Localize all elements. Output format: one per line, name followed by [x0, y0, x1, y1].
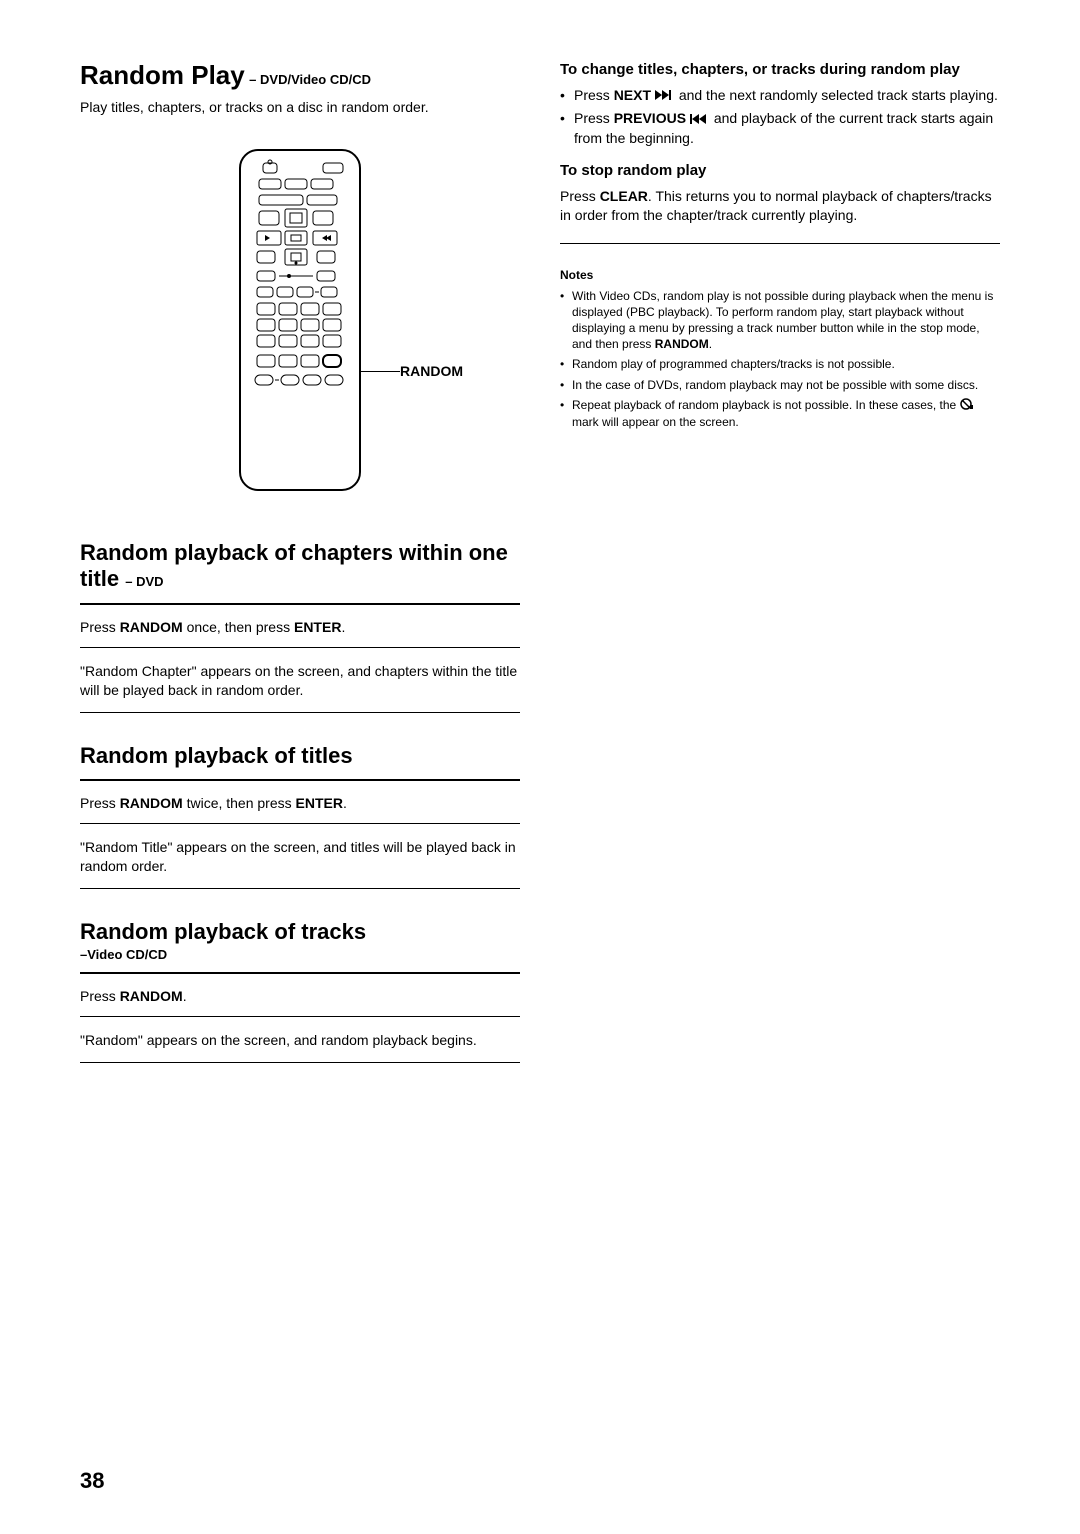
- rule: [80, 779, 520, 781]
- t: Press: [80, 795, 120, 811]
- rule: [80, 712, 520, 713]
- rule: [80, 603, 520, 605]
- t: ENTER: [294, 619, 341, 635]
- right-head-2: To stop random play: [560, 162, 1000, 179]
- remote-random-label: RANDOM: [400, 363, 463, 379]
- section-2-desc: "Random Title" appears on the screen, an…: [80, 838, 520, 876]
- heading-text: Random playback of tracks: [80, 919, 366, 944]
- t: Random play of programmed chapters/track…: [572, 357, 895, 371]
- t: .: [341, 619, 345, 635]
- t: Press: [574, 110, 614, 126]
- heading-suffix: – DVD: [125, 574, 163, 589]
- t: Press: [80, 988, 120, 1004]
- section-1-heading: Random playback of chapters within one t…: [80, 540, 520, 593]
- callout-line: [360, 371, 400, 372]
- rule: [80, 823, 520, 824]
- section-3-step: Press RANDOM.: [80, 988, 520, 1004]
- t: NEXT: [614, 87, 651, 103]
- t: .: [183, 988, 187, 1004]
- change-bullets: Press NEXT and the next randomly selecte…: [560, 86, 1000, 148]
- section-3-sublabel: –Video CD/CD: [80, 947, 520, 962]
- section-3-desc: "Random" appears on the screen, and rand…: [80, 1031, 520, 1050]
- t: .: [343, 795, 347, 811]
- t: Press: [80, 619, 120, 635]
- t: once, then press: [183, 619, 294, 635]
- section-1-desc: "Random Chapter" appears on the screen, …: [80, 662, 520, 700]
- bullet-next: Press NEXT and the next randomly selecte…: [560, 86, 1000, 106]
- notes-list: With Video CDs, random play is not possi…: [560, 288, 1000, 430]
- prohibit-icon: [960, 398, 974, 414]
- rule: [80, 888, 520, 889]
- left-column: Random Play – DVD/Video CD/CD Play title…: [80, 60, 520, 1077]
- t: RANDOM: [120, 988, 183, 1004]
- t: ENTER: [296, 795, 343, 811]
- intro-text: Play titles, chapters, or tracks on a di…: [80, 99, 520, 115]
- rule: [80, 972, 520, 974]
- t: RANDOM: [655, 337, 709, 351]
- previous-icon: [690, 110, 710, 129]
- section-3-heading: Random playback of tracks: [80, 919, 520, 945]
- remote-svg: [235, 145, 365, 495]
- notes-title: Notes: [560, 268, 1000, 282]
- section-2-heading: Random playback of titles: [80, 743, 520, 769]
- page-number: 38: [80, 1468, 104, 1494]
- t: In the case of DVDs, random playback may…: [572, 378, 978, 392]
- t: mark will appear on the screen.: [572, 415, 739, 429]
- rule: [560, 243, 1000, 244]
- rule: [80, 1062, 520, 1063]
- right-column: To change titles, chapters, or tracks du…: [560, 60, 1000, 1077]
- t: .: [709, 337, 712, 351]
- stop-text: Press CLEAR. This returns you to normal …: [560, 187, 1000, 225]
- t: twice, then press: [183, 795, 296, 811]
- t: Press: [560, 188, 600, 204]
- note-item: In the case of DVDs, random playback may…: [560, 377, 1000, 393]
- t: With Video CDs, random play is not possi…: [572, 289, 993, 352]
- main-title: Random Play: [80, 60, 245, 90]
- bullet-previous: Press PREVIOUS and playback of the curre…: [560, 109, 1000, 148]
- note-item: With Video CDs, random play is not possi…: [560, 288, 1000, 353]
- main-title-suffix: – DVD/Video CD/CD: [249, 72, 371, 87]
- t: CLEAR: [600, 188, 648, 204]
- t: Press: [574, 87, 614, 103]
- section-2-step: Press RANDOM twice, then press ENTER.: [80, 795, 520, 811]
- t: PREVIOUS: [614, 110, 686, 126]
- t: RANDOM: [120, 619, 183, 635]
- remote-diagram: RANDOM: [80, 145, 520, 500]
- t: Repeat playback of random playback is no…: [572, 398, 960, 412]
- page-columns: Random Play – DVD/Video CD/CD Play title…: [80, 60, 1000, 1077]
- next-icon: [655, 86, 675, 105]
- t: RANDOM: [120, 795, 183, 811]
- note-item: Random play of programmed chapters/track…: [560, 356, 1000, 372]
- t: and the next randomly selected track sta…: [679, 87, 998, 103]
- section-1-step: Press RANDOM once, then press ENTER.: [80, 619, 520, 635]
- right-head-1: To change titles, chapters, or tracks du…: [560, 60, 1000, 80]
- rule: [80, 647, 520, 648]
- main-title-row: Random Play – DVD/Video CD/CD: [80, 60, 520, 91]
- rule: [80, 1016, 520, 1017]
- note-item: Repeat playback of random playback is no…: [560, 397, 1000, 430]
- heading-text: Random playback of titles: [80, 743, 353, 768]
